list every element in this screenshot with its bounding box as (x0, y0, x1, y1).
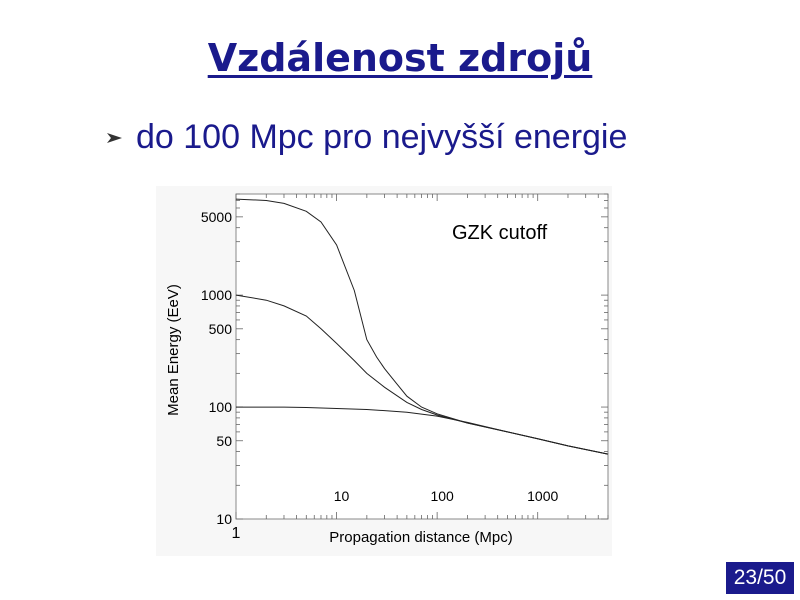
y-tick-label: 5000 (201, 209, 232, 225)
y-tick-label: 500 (209, 321, 233, 337)
plot-area (235, 193, 609, 520)
x-tick-label: 1 (232, 525, 241, 542)
y-tick-label: 1000 (201, 287, 232, 303)
chart-title: GZK cutoff (452, 222, 548, 244)
bullet-text: do 100 Mpc pro nejvyšší energie (136, 118, 628, 156)
arrowhead-bullet-icon (104, 127, 126, 149)
x-tick-label: 10 (334, 488, 350, 504)
y-tick-label: 50 (216, 433, 232, 449)
y-tick-label: 100 (209, 399, 233, 415)
slide-title: Vzdálenost zdrojů (207, 36, 593, 80)
page-number: 23/50 (726, 562, 794, 594)
y-tick-label: 10 (216, 511, 232, 527)
y-axis-label: Mean Energy (EeV) (165, 284, 182, 416)
series-line-3 (236, 406, 609, 455)
x-axis-label: Propagation distance (Mpc) (329, 529, 512, 546)
gzk-chart: 10 50 100 500 1000 5000 1 10 100 1000 GZK cutoff … (156, 186, 612, 556)
x-tick-label: 100 (430, 488, 454, 504)
bullet-item: do 100 Mpc pro nejvyšší energie (104, 118, 627, 157)
x-tick-label: 1000 (527, 488, 558, 504)
